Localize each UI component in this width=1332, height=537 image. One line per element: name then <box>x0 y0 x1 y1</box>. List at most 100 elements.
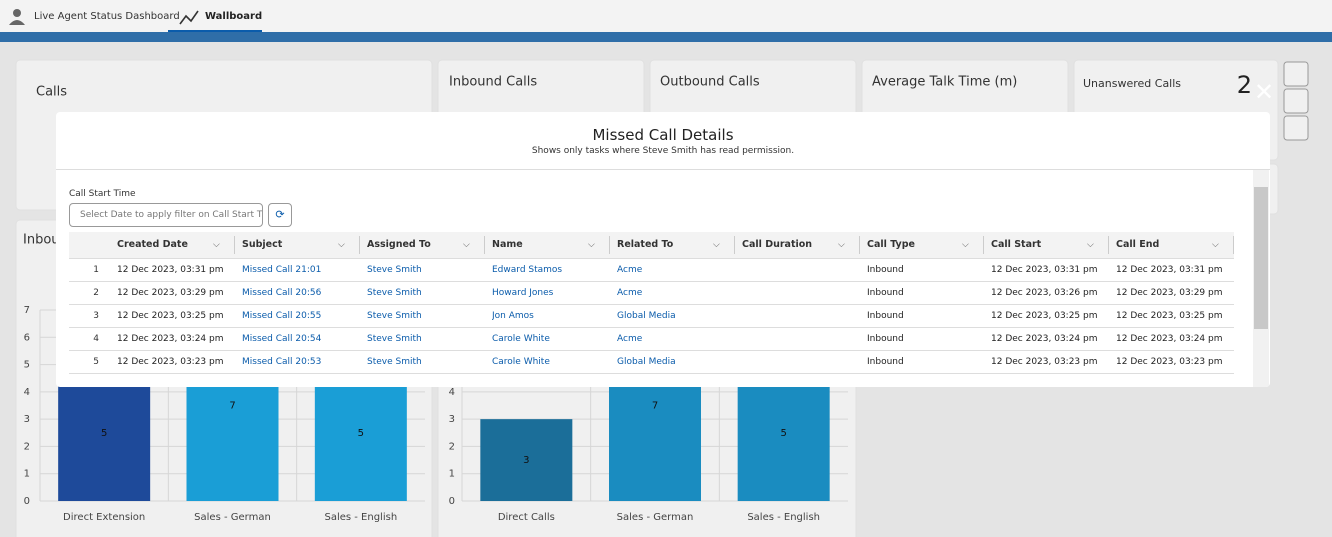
x-tick-label: Direct Extension <box>63 512 145 523</box>
side-button[interactable] <box>1283 61 1309 87</box>
x-tick-label: Sales - German <box>194 512 271 523</box>
link-cell[interactable]: Steve Smith <box>367 334 422 344</box>
column-header[interactable]: Subject <box>242 239 283 250</box>
y-tick-label: 5 <box>24 360 30 371</box>
tab: Live Agent Status Dashboard <box>34 11 180 22</box>
cell: 12 Dec 2023, 03:25 pm <box>117 311 224 321</box>
link-cell[interactable]: Carole White <box>492 334 550 344</box>
cell: 12 Dec 2023, 03:31 pm <box>991 265 1098 275</box>
card-title: Calls <box>36 85 67 100</box>
cell: 12 Dec 2023, 03:23 pm <box>1116 357 1223 367</box>
modal-subtitle: Shows only tasks where Steve Smith has r… <box>531 146 795 156</box>
link-cell[interactable]: Global Media <box>617 357 676 367</box>
y-tick-label: 3 <box>449 414 455 425</box>
cell: 12 Dec 2023, 03:23 pm <box>117 357 224 367</box>
y-tick-label: 6 <box>24 332 30 343</box>
column-divider <box>234 236 235 254</box>
side-button[interactable] <box>1283 88 1309 114</box>
data-label: 5 <box>101 428 107 439</box>
card-title: Average Talk Time (m) <box>872 75 1017 90</box>
column-header[interactable]: Call Duration <box>742 239 813 250</box>
column-divider <box>1108 236 1109 254</box>
scroll-thumb <box>1254 187 1268 329</box>
column-header[interactable]: Call End <box>1116 239 1160 250</box>
active-tab-indicator <box>168 30 262 32</box>
row-divider <box>69 373 1234 374</box>
cell: 12 Dec 2023, 03:29 pm <box>117 288 224 298</box>
link-cell[interactable]: Missed Call 21:01 <box>242 265 322 275</box>
row-divider <box>69 281 1234 282</box>
link-cell[interactable]: Steve Smith <box>367 311 422 321</box>
cell: Inbound <box>867 334 904 344</box>
agent-icon-body <box>9 20 25 25</box>
sort-chevron: ⌵ <box>962 240 969 250</box>
cell: Inbound <box>867 311 904 321</box>
sort-chevron: ⌵ <box>1212 240 1219 250</box>
column-divider <box>359 236 360 254</box>
y-tick-label: 4 <box>449 387 455 398</box>
row-divider <box>69 304 1234 305</box>
close-button[interactable]: ✕ <box>1253 78 1275 106</box>
modal-title: Missed Call Details <box>592 126 734 144</box>
cell: 12 Dec 2023, 03:25 pm <box>991 311 1098 321</box>
banner <box>0 32 1332 42</box>
link-cell[interactable]: Carole White <box>492 357 550 367</box>
chart-title: Inbou <box>23 233 60 248</box>
column-header[interactable]: Call Start <box>991 239 1042 250</box>
bar <box>480 419 573 501</box>
column-header[interactable]: Created Date <box>117 239 188 250</box>
x-tick-label: Sales - English <box>747 512 820 523</box>
cell: 12 Dec 2023, 03:24 pm <box>991 334 1098 344</box>
column-divider <box>1233 236 1234 254</box>
row-divider <box>69 350 1234 351</box>
link-cell[interactable]: Steve Smith <box>367 288 422 298</box>
column-header[interactable]: Call Type <box>867 239 915 250</box>
date-input[interactable]: Select Date to apply filter on Call Star… <box>69 203 263 227</box>
column-divider <box>859 236 860 254</box>
sort-chevron: ⌵ <box>588 240 595 250</box>
cell: 12 Dec 2023, 03:24 pm <box>117 334 224 344</box>
row-number: 1 <box>93 265 99 275</box>
card-value: 2 <box>1237 71 1252 99</box>
column-header[interactable]: Related To <box>617 239 674 250</box>
column-divider <box>484 236 485 254</box>
refresh-button[interactable]: ⟳ <box>268 203 292 227</box>
x-tick-label: Sales - German <box>617 512 694 523</box>
side-button[interactable] <box>1283 115 1309 141</box>
cell: 12 Dec 2023, 03:31 pm <box>1116 265 1223 275</box>
link-cell[interactable]: Edward Stamos <box>492 265 563 275</box>
link-cell[interactable]: Howard Jones <box>492 288 554 298</box>
link-cell[interactable]: Missed Call 20:53 <box>242 357 322 367</box>
link-cell[interactable]: Missed Call 20:56 <box>242 288 322 298</box>
cell: 12 Dec 2023, 03:31 pm <box>117 265 224 275</box>
y-tick-label: 0 <box>24 496 30 507</box>
sort-chevron: ⌵ <box>1087 240 1094 250</box>
cell: Inbound <box>867 265 904 275</box>
cell: 12 Dec 2023, 03:25 pm <box>1116 311 1223 321</box>
sort-chevron: ⌵ <box>838 240 845 250</box>
column-divider <box>983 236 984 254</box>
link-cell[interactable]: Acme <box>617 334 643 344</box>
link-cell[interactable]: Missed Call 20:54 <box>242 334 322 344</box>
link-cell[interactable]: Acme <box>617 265 643 275</box>
y-tick-label: 1 <box>449 469 455 480</box>
link-cell[interactable]: Global Media <box>617 311 676 321</box>
column-header[interactable]: Name <box>492 239 523 250</box>
link-cell[interactable]: Jon Amos <box>492 311 534 321</box>
bar <box>737 364 830 501</box>
tab: Wallboard <box>205 11 262 22</box>
link-cell[interactable]: Steve Smith <box>367 265 422 275</box>
card-title: Inbound Calls <box>449 75 537 90</box>
column-header[interactable]: Assigned To <box>367 239 431 250</box>
column-divider <box>609 236 610 254</box>
agent-icon <box>13 9 21 17</box>
cell: 12 Dec 2023, 03:29 pm <box>1116 288 1223 298</box>
tab-bar <box>0 0 1332 32</box>
link-cell[interactable]: Steve Smith <box>367 357 422 367</box>
link-cell[interactable]: Acme <box>617 288 643 298</box>
sort-chevron: ⌵ <box>338 240 345 250</box>
link-cell[interactable]: Missed Call 20:55 <box>242 311 322 321</box>
x-tick-label: Direct Calls <box>498 512 555 523</box>
x-tick-label: Sales - English <box>324 512 397 523</box>
